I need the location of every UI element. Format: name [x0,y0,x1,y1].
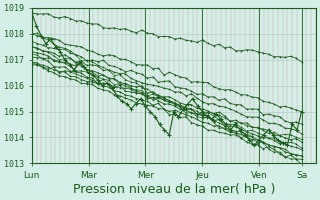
X-axis label: Pression niveau de la mer( hPa ): Pression niveau de la mer( hPa ) [73,183,275,196]
